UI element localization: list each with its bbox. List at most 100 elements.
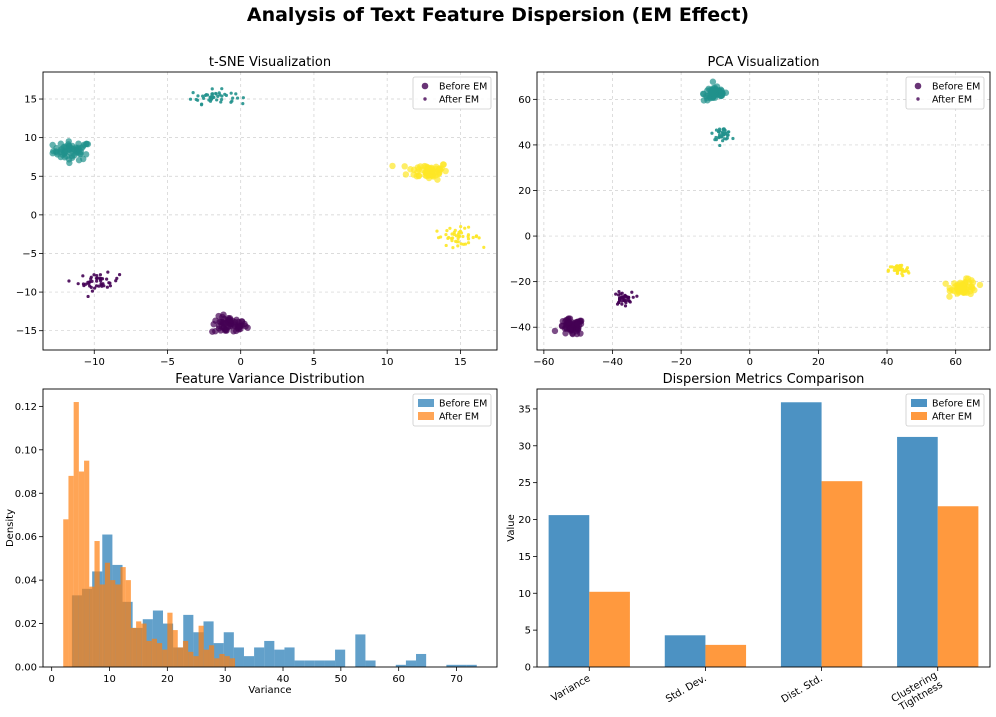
legend-label: Before EM: [932, 82, 980, 93]
scatter-point: [442, 167, 449, 175]
scatter-point: [899, 268, 903, 272]
y-tick-label: 0.00: [15, 663, 37, 674]
histogram-bar: [223, 632, 234, 667]
legend-label: After EM: [932, 95, 972, 106]
scatter-point: [614, 292, 618, 296]
axes-frame: [536, 71, 991, 351]
histogram-bar: [177, 647, 183, 667]
scatter-point: [81, 282, 86, 286]
scatter-point: [94, 276, 99, 280]
scatter-point: [459, 242, 463, 246]
histogram-bar: [167, 612, 173, 667]
scatter-point: [976, 281, 984, 289]
scatter-point: [463, 226, 467, 230]
scatter-point: [105, 285, 109, 289]
scatter-point: [620, 299, 624, 303]
scatter-point: [709, 78, 717, 85]
scatter-point: [471, 235, 475, 240]
y-tick-label: 0: [31, 210, 37, 221]
metric-bar: [780, 402, 822, 667]
histogram-bar: [156, 643, 163, 667]
scatter-point: [896, 266, 900, 270]
histogram-bar: [104, 562, 111, 667]
scatter-point: [466, 241, 471, 245]
histogram-bar: [405, 660, 417, 667]
y-tick-label: 0.02: [15, 619, 37, 630]
scatter-point: [551, 327, 559, 335]
scatter-point: [627, 299, 631, 303]
scatter-point: [401, 163, 408, 170]
histogram-bar: [120, 567, 126, 667]
scatter-point: [214, 92, 218, 96]
scatter-point: [220, 97, 224, 102]
x-tick-label: Dist. Std.: [780, 673, 825, 705]
scatter-point: [727, 130, 731, 134]
scatter-point: [215, 98, 219, 102]
metrics-bar-panel: Dispersion Metrics Comparison 0 5 10 15 20 25 3…: [506, 372, 991, 715]
scatter-point: [97, 276, 102, 280]
scatter-point: [717, 129, 722, 133]
scatter-point: [75, 140, 82, 147]
x-tick-label: −60: [533, 357, 554, 368]
scatter-point: [207, 98, 211, 102]
scatter-point: [948, 286, 956, 294]
scatter-point: [76, 282, 80, 286]
scatter-point: [389, 162, 396, 170]
scatter-point: [951, 280, 958, 287]
scatter-point: [969, 285, 976, 292]
x-tick-label: 70: [450, 674, 463, 685]
y-tick-label: 0.10: [15, 445, 37, 456]
histogram-bar: [208, 645, 215, 667]
scatter-point: [892, 268, 896, 272]
histogram-bar: [284, 647, 295, 667]
metric-bar: [821, 481, 863, 667]
histogram-bar: [233, 647, 244, 667]
y-tick-label: −20: [510, 277, 531, 288]
scatter-point: [92, 273, 96, 277]
y-tick-label: −40: [510, 323, 531, 334]
scatter-point: [456, 236, 460, 241]
x-tick-label: Variance: [550, 673, 593, 704]
y-tick-label: 15: [518, 552, 531, 563]
y-tick-label: −10: [16, 288, 37, 299]
y-tick-label: 0.06: [15, 532, 37, 543]
scatter-point: [466, 225, 471, 229]
scatter-point: [82, 151, 90, 158]
histogram-bar: [304, 660, 315, 667]
scatter-point: [458, 229, 463, 233]
scatter-point: [217, 91, 221, 95]
histogram-bar: [274, 649, 285, 668]
legend-marker: [421, 82, 429, 90]
scatter-point: [229, 91, 233, 95]
panel-title: t-SNE Visualization: [209, 55, 331, 70]
scatter-point: [105, 277, 109, 281]
y-tick-label: 0.04: [15, 576, 37, 587]
x-tick-label: ClusteringTightness: [890, 670, 945, 715]
scatter-point: [444, 233, 448, 237]
scatter-point: [199, 103, 204, 107]
y-tick-label: 30: [518, 441, 531, 452]
scatter-point: [566, 319, 573, 326]
scatter-point: [204, 92, 208, 97]
scatter-point: [49, 141, 56, 149]
x-tick-label-line: Dist. Std.: [780, 673, 825, 705]
pca-panel: PCA Visualization −60 −40 −20 0 20 40 60 −40 −20 0…: [510, 55, 991, 368]
y-tick-label: 0: [525, 232, 531, 243]
scatter-point: [627, 296, 631, 300]
scatter-point: [896, 269, 900, 273]
scatter-point: [99, 279, 103, 283]
histogram-bar: [254, 647, 265, 667]
scatter-point: [234, 92, 238, 96]
scatter-point: [106, 270, 110, 274]
histogram-bar: [136, 621, 142, 667]
scatter-point: [236, 323, 244, 330]
x-tick-label: −20: [671, 357, 692, 368]
scatter-point: [100, 277, 105, 281]
scatter-point: [630, 290, 634, 294]
legend-swatch: [418, 399, 434, 407]
histogram-bar: [456, 664, 467, 667]
y-tick-label: 15: [24, 95, 37, 106]
axes-frame: [536, 388, 991, 668]
scatter-point: [448, 226, 452, 230]
scatter-point: [969, 279, 977, 286]
